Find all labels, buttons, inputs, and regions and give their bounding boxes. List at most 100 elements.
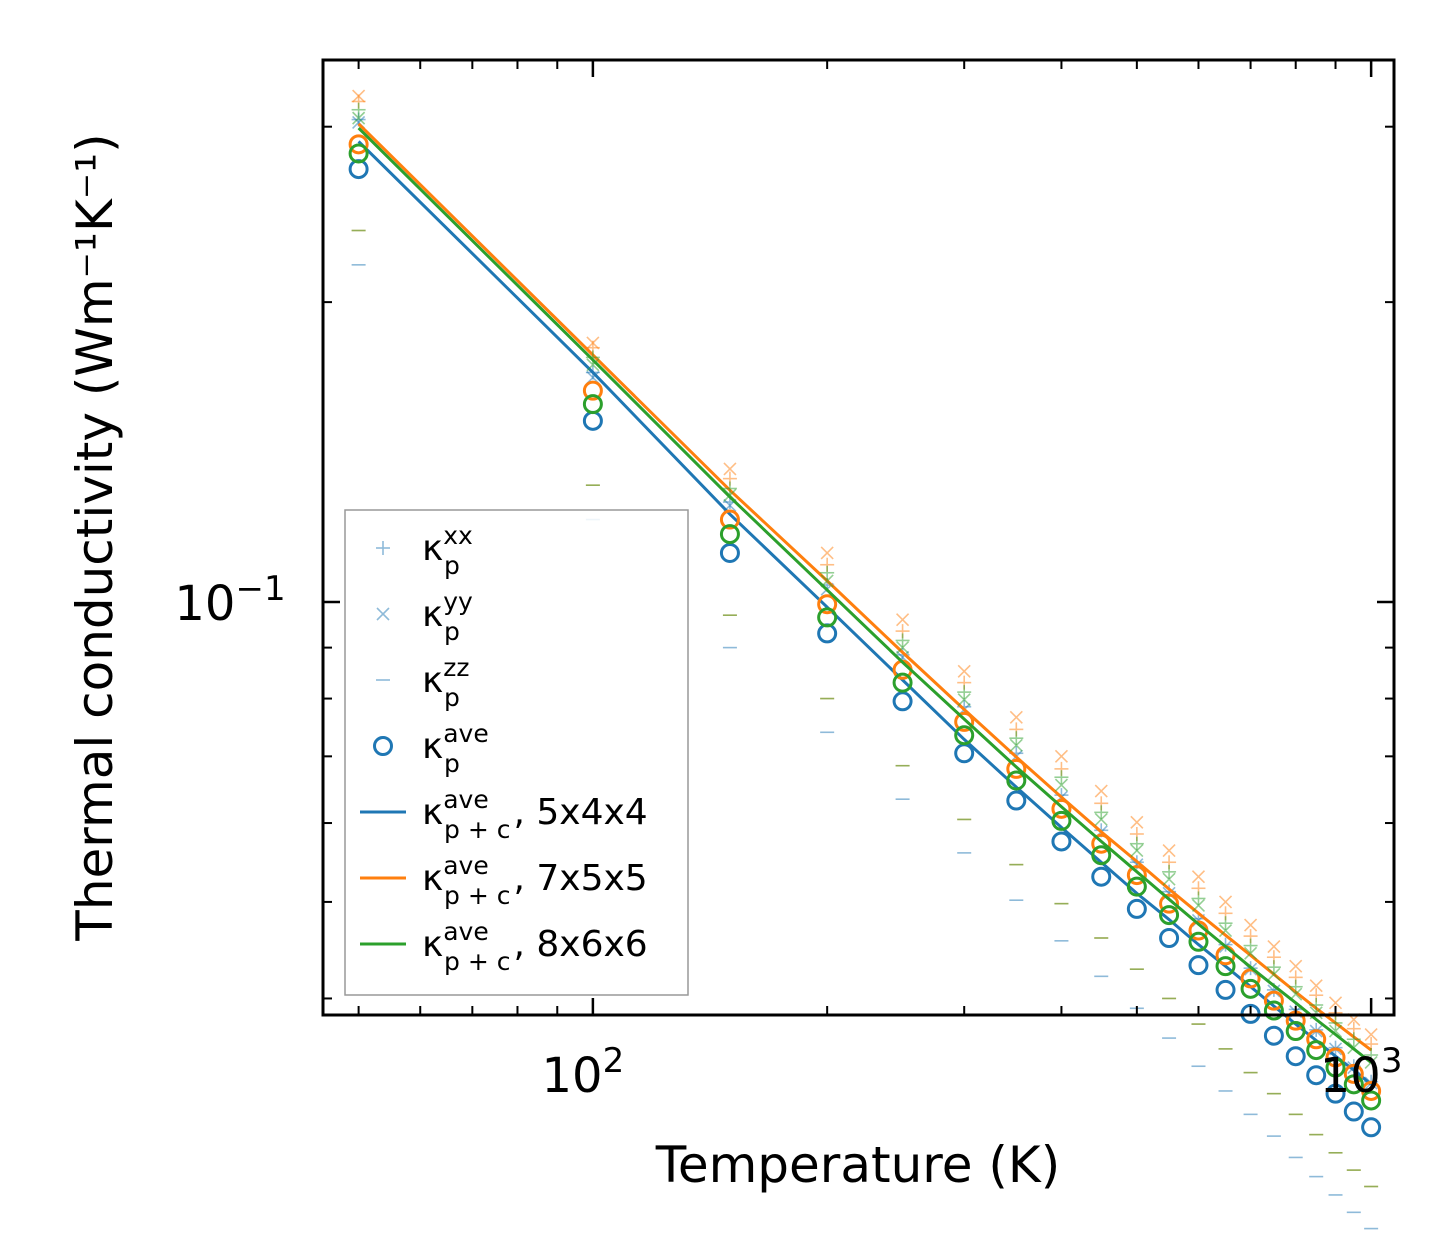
point-yy-7x5x5-500	[1130, 815, 1144, 829]
legend-subscript: p	[444, 617, 460, 646]
x-tick-label-base: 10	[1320, 1048, 1381, 1104]
point-ave-8x6x6-550	[1159, 905, 1180, 926]
point-yy-8x6x6-650-b	[1218, 923, 1233, 938]
point-ave-5x4x4-900	[1325, 1083, 1346, 1104]
point-yy-7x5x5-800-b	[1289, 959, 1303, 973]
legend-suffix: , 5x4x4	[514, 792, 648, 833]
point-ave-8x6x6-850	[1306, 1040, 1327, 1061]
legend-label: κxx p	[422, 521, 473, 580]
point-yy-7x5x5-550-b	[1162, 844, 1176, 858]
legend-marker-plus	[376, 541, 390, 555]
point-yy-7x5x5-750-b	[1267, 939, 1281, 954]
legend-box	[344, 509, 689, 996]
point-yy-7x5x5-850-b	[1309, 979, 1323, 993]
point-yy-5x4x4-50-b	[352, 115, 366, 129]
legend-superscript: ave	[443, 917, 489, 946]
legend-superscript: ave	[443, 719, 489, 748]
point-yy-8x6x6-850-b	[1309, 1006, 1323, 1020]
point-yy-8x6x6-100-b	[586, 358, 600, 372]
point-yy-8x6x6-550	[1162, 872, 1176, 886]
point-ave-5x4x4-800	[1285, 1046, 1306, 1067]
point-yy-8x6x6-1000-b	[1364, 1055, 1378, 1070]
point-ave-7x5x5-1000	[1361, 1080, 1382, 1101]
point-yy-8x6x6-150	[723, 488, 737, 502]
y-tick-label-base: 10	[174, 576, 235, 632]
point-yy-8x6x6-950-b	[1347, 1041, 1361, 1055]
legend-entry-6: κave p + c, 8x6x6	[360, 917, 648, 976]
point-ave-8x6x6-800	[1285, 1021, 1306, 1042]
point-ave-8x6x6-250	[892, 672, 913, 693]
point-xx-8x6x6-450	[1094, 805, 1109, 820]
point-yy-8x6x6-300-b	[957, 693, 971, 707]
point-xx-5x4x4-250	[895, 647, 910, 662]
point-yy-8x6x6-650	[1218, 923, 1233, 938]
point-ave-8x6x6-950	[1343, 1074, 1364, 1095]
point-yy-7x5x5-150	[723, 462, 737, 476]
point-yy-7x5x5-550	[1162, 844, 1176, 858]
point-ave-7x5x5-700	[1240, 968, 1261, 989]
point-ave-7x5x5-450	[1091, 833, 1112, 854]
point-xx-8x6x6-500	[1129, 836, 1144, 851]
point-xx-8x6x6-850	[1309, 998, 1324, 1013]
legend-symbol: κ	[422, 726, 443, 767]
legend-suffix: , 7x5x5	[514, 858, 648, 899]
point-yy-7x5x5-900	[1328, 996, 1343, 1010]
point-yy-7x5x5-900-b	[1328, 996, 1343, 1010]
legend-marker-circle	[373, 736, 393, 756]
point-ave-7x5x5-900	[1325, 1047, 1346, 1068]
point-yy-8x6x6-500	[1130, 844, 1144, 858]
legend-label: κyy p	[422, 587, 473, 646]
point-ave-7x5x5-150	[719, 509, 740, 530]
point-yy-7x5x5-700	[1244, 918, 1258, 932]
point-yy-7x5x5-250	[896, 613, 910, 627]
point-ave-8x6x6-400	[1051, 810, 1072, 831]
point-xx-8x6x6-700	[1243, 938, 1258, 953]
legend-entry-1: κyy p	[376, 587, 473, 646]
x-tick-label-base: 10	[542, 1048, 603, 1104]
x-tick-label: 102	[542, 1041, 625, 1104]
plot-frame	[321, 58, 1396, 1017]
point-yy-7x5x5-1000-b	[1364, 1027, 1378, 1042]
point-ave-5x4x4-600	[1188, 955, 1209, 976]
point-ave-5x4x4-650	[1215, 979, 1236, 1000]
legend-entry-0: κxx p	[376, 521, 473, 580]
point-yy-8x6x6-300	[957, 693, 971, 707]
point-ave-5x4x4-500	[1126, 898, 1147, 919]
legend-symbol: κ	[422, 528, 443, 569]
point-xx-8x6x6-550	[1162, 864, 1177, 879]
point-ave-5x4x4-550	[1159, 927, 1180, 948]
legend-entry-5: κave p + c, 7x5x5	[360, 851, 648, 910]
point-ave-7x5x5-400	[1051, 798, 1072, 819]
point-yy-8x6x6-600-b	[1191, 898, 1206, 912]
point-xx-8x6x6-900	[1328, 1015, 1343, 1030]
legend-marker-x-b	[376, 607, 390, 621]
point-ave-5x4x4-250	[892, 691, 913, 712]
point-ave-7x5x5-50	[348, 134, 369, 155]
point-ave-5x4x4-850	[1306, 1065, 1327, 1086]
point-yy-7x5x5-450	[1094, 784, 1108, 798]
legend-entry-3: κave p	[373, 719, 489, 778]
point-ave-8x6x6-750	[1263, 1000, 1284, 1021]
point-ave-7x5x5-950	[1343, 1063, 1364, 1084]
point-yy-7x5x5-450-b	[1094, 784, 1108, 798]
point-ave-8x6x6-700	[1240, 978, 1261, 999]
point-ave-5x4x4-200	[817, 623, 838, 644]
legend-subscript: p	[444, 551, 460, 580]
line-kappa-pc-5x4x4	[357, 140, 1373, 1086]
point-yy-8x6x6-1000	[1364, 1055, 1378, 1070]
legend-subscript: p + c	[444, 947, 510, 976]
point-yy-7x5x5-650	[1218, 895, 1233, 909]
y-tick-label: 10−1	[174, 569, 285, 632]
point-ave-8x6x6-100	[582, 394, 603, 415]
point-yy-8x6x6-250	[896, 641, 910, 655]
point-yy-8x6x6-350-b	[1009, 738, 1023, 752]
legend-label: κave p + c, 5x4x4	[422, 785, 648, 844]
x-axis-label: Temperature (K)	[655, 1136, 1060, 1194]
point-yy-7x5x5-200	[820, 546, 834, 560]
legend-label: κave p + c, 7x5x5	[422, 851, 648, 910]
point-ave-7x5x5-750	[1263, 990, 1284, 1011]
point-yy-8x6x6-350	[1009, 738, 1023, 752]
point-yy-7x5x5-700-b	[1244, 918, 1258, 932]
y-tick-label-exp: −1	[235, 569, 285, 609]
